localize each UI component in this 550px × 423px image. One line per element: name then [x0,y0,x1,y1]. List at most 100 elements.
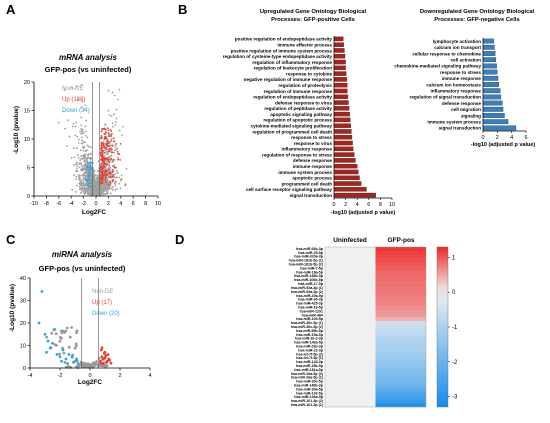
heatmap-cell [325,266,376,271]
heatmap-cell [325,317,376,322]
data-point [80,191,83,193]
data-point [104,168,107,171]
data-point [103,356,107,360]
panel-label-c: C [6,232,16,247]
data-point [111,170,114,173]
bar [333,169,359,175]
x-tick-label: 10 [389,202,395,208]
category-label: regulation of peptidase activity [264,106,332,111]
x-tick-label: -10 [30,201,38,207]
data-point [124,183,127,186]
heatmap-cell [325,379,376,384]
heatmap-cell [375,387,426,392]
data-point [78,185,81,188]
data-point [116,176,118,179]
x-tick-label: -6 [56,201,61,207]
data-point [100,180,102,182]
data-point [80,136,83,139]
data-point [114,124,117,126]
bar [482,82,499,87]
data-point [86,180,89,183]
data-point [73,164,76,166]
data-point [109,140,111,143]
data-point [85,364,89,367]
data-point [104,354,108,357]
x-tick-label: -2 [58,373,63,379]
data-point [86,185,89,188]
data-point [79,184,82,187]
data-point [108,155,111,158]
data-point [82,173,85,175]
data-point [107,357,111,361]
data-point [87,183,89,186]
data-point [73,156,76,159]
data-point [84,183,87,186]
data-point [125,167,128,170]
data-point [100,148,102,151]
y-tick-label: 20 [24,80,30,86]
heatmap-cell [375,297,426,302]
y-axis-label: -Log10 (pvalue) [13,106,20,154]
data-point [86,164,88,167]
data-point [79,149,82,152]
bar [333,117,351,123]
data-point [58,355,62,359]
y-tick-label: 10 [20,344,26,350]
heatmap-cell [325,282,376,287]
data-point [72,361,75,364]
heatmap-cell [325,344,376,349]
bar [333,88,348,94]
heatmap-cell [325,278,376,283]
data-point [111,148,113,151]
data-point [70,157,73,159]
data-point [60,359,63,363]
data-point [103,152,106,154]
data-point [86,161,89,164]
category-label: response to stress [440,70,481,75]
bar-chart-downregulated-go: Downregulated Gene Ontology Biological P… [394,9,535,148]
bar [333,135,353,140]
heatmap-cell [325,309,376,314]
category-label: positive regulation of endopeptidase act… [235,37,333,42]
heatmap-cell [375,391,426,396]
data-point [86,149,88,151]
data-point [80,106,83,109]
data-point [105,131,107,134]
data-point [78,188,81,191]
heatmap-cell [375,325,426,330]
data-point [80,168,82,171]
data-point [87,182,90,185]
data-point [108,186,111,189]
data-point [65,145,68,147]
data-point [45,350,48,354]
data-point [112,125,114,128]
heatmap-cell [375,282,426,287]
heatmap-cell [325,391,376,396]
data-point [87,173,89,176]
data-point [86,154,89,157]
data-point [79,130,81,133]
row-label: hsa-miR-15b-5p [296,364,324,368]
heatmap-cell [325,313,376,318]
row-label: hsa-miR-30c-5p (1) [291,321,324,325]
y-tick-label: 10 [24,137,30,143]
data-point [87,178,89,180]
data-point [81,132,84,134]
data-point [50,331,54,335]
data-point [99,168,102,171]
heatmap-cell [325,293,376,298]
heatmap-cell [375,336,426,341]
category-label: regulation of apoptotic process [263,118,332,123]
data-point [109,182,112,184]
bar [482,106,504,112]
x-tick-label: 8 [144,201,147,207]
bar [482,63,497,69]
data-point [58,352,61,356]
data-point [106,184,108,187]
data-point [118,182,121,185]
data-point [101,172,104,175]
data-point [101,362,105,365]
data-point [108,188,111,190]
data-point [120,178,123,181]
